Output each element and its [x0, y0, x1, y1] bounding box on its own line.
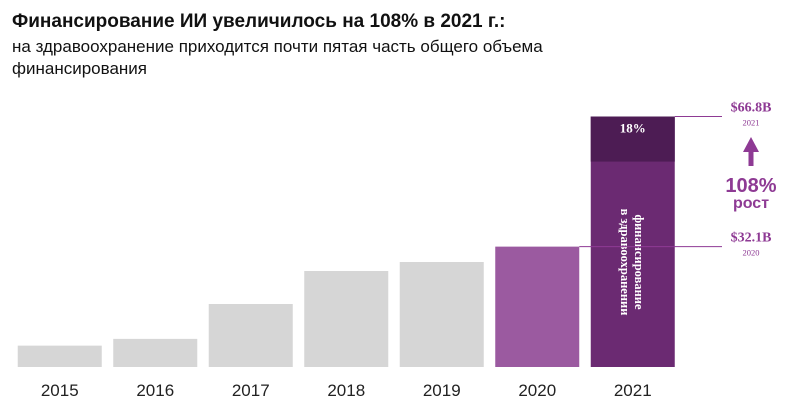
bar-2018: [304, 271, 389, 367]
growth-arrow-head: [743, 137, 759, 152]
x-tick-label: 2017: [232, 381, 270, 400]
annotation-year-2021: 2021: [743, 118, 760, 128]
x-tick-label: 2015: [41, 381, 79, 400]
bar-2015: [17, 345, 102, 367]
x-tick-label: 2021: [614, 381, 652, 400]
growth-label: рост: [733, 195, 769, 212]
x-tick-label: 2016: [136, 381, 174, 400]
bar-2017: [208, 304, 293, 367]
x-tick-label: 2018: [327, 381, 365, 400]
chart-title: Финансирование ИИ увеличилось на 108% в …: [12, 11, 506, 32]
x-tick-label: 2019: [423, 381, 461, 400]
bar-2020: [495, 246, 580, 367]
chart-subtitle: на здравоохранение приходится почти пята…: [12, 37, 543, 78]
growth-value: 108%: [725, 175, 776, 197]
bar-2016: [113, 338, 198, 367]
healthcare-share-segment: [590, 116, 675, 162]
annotation-value-2020: $32.1B: [731, 231, 772, 246]
bar-2019: [399, 262, 484, 367]
annotation-year-2020: 2020: [743, 248, 760, 258]
x-tick-label: 2020: [518, 381, 556, 400]
healthcare-segment-label: финансированиев здравоохранении: [618, 209, 646, 316]
annotation-value-2021: $66.8B: [731, 101, 772, 116]
healthcare-share-label: 18%: [620, 121, 646, 136]
